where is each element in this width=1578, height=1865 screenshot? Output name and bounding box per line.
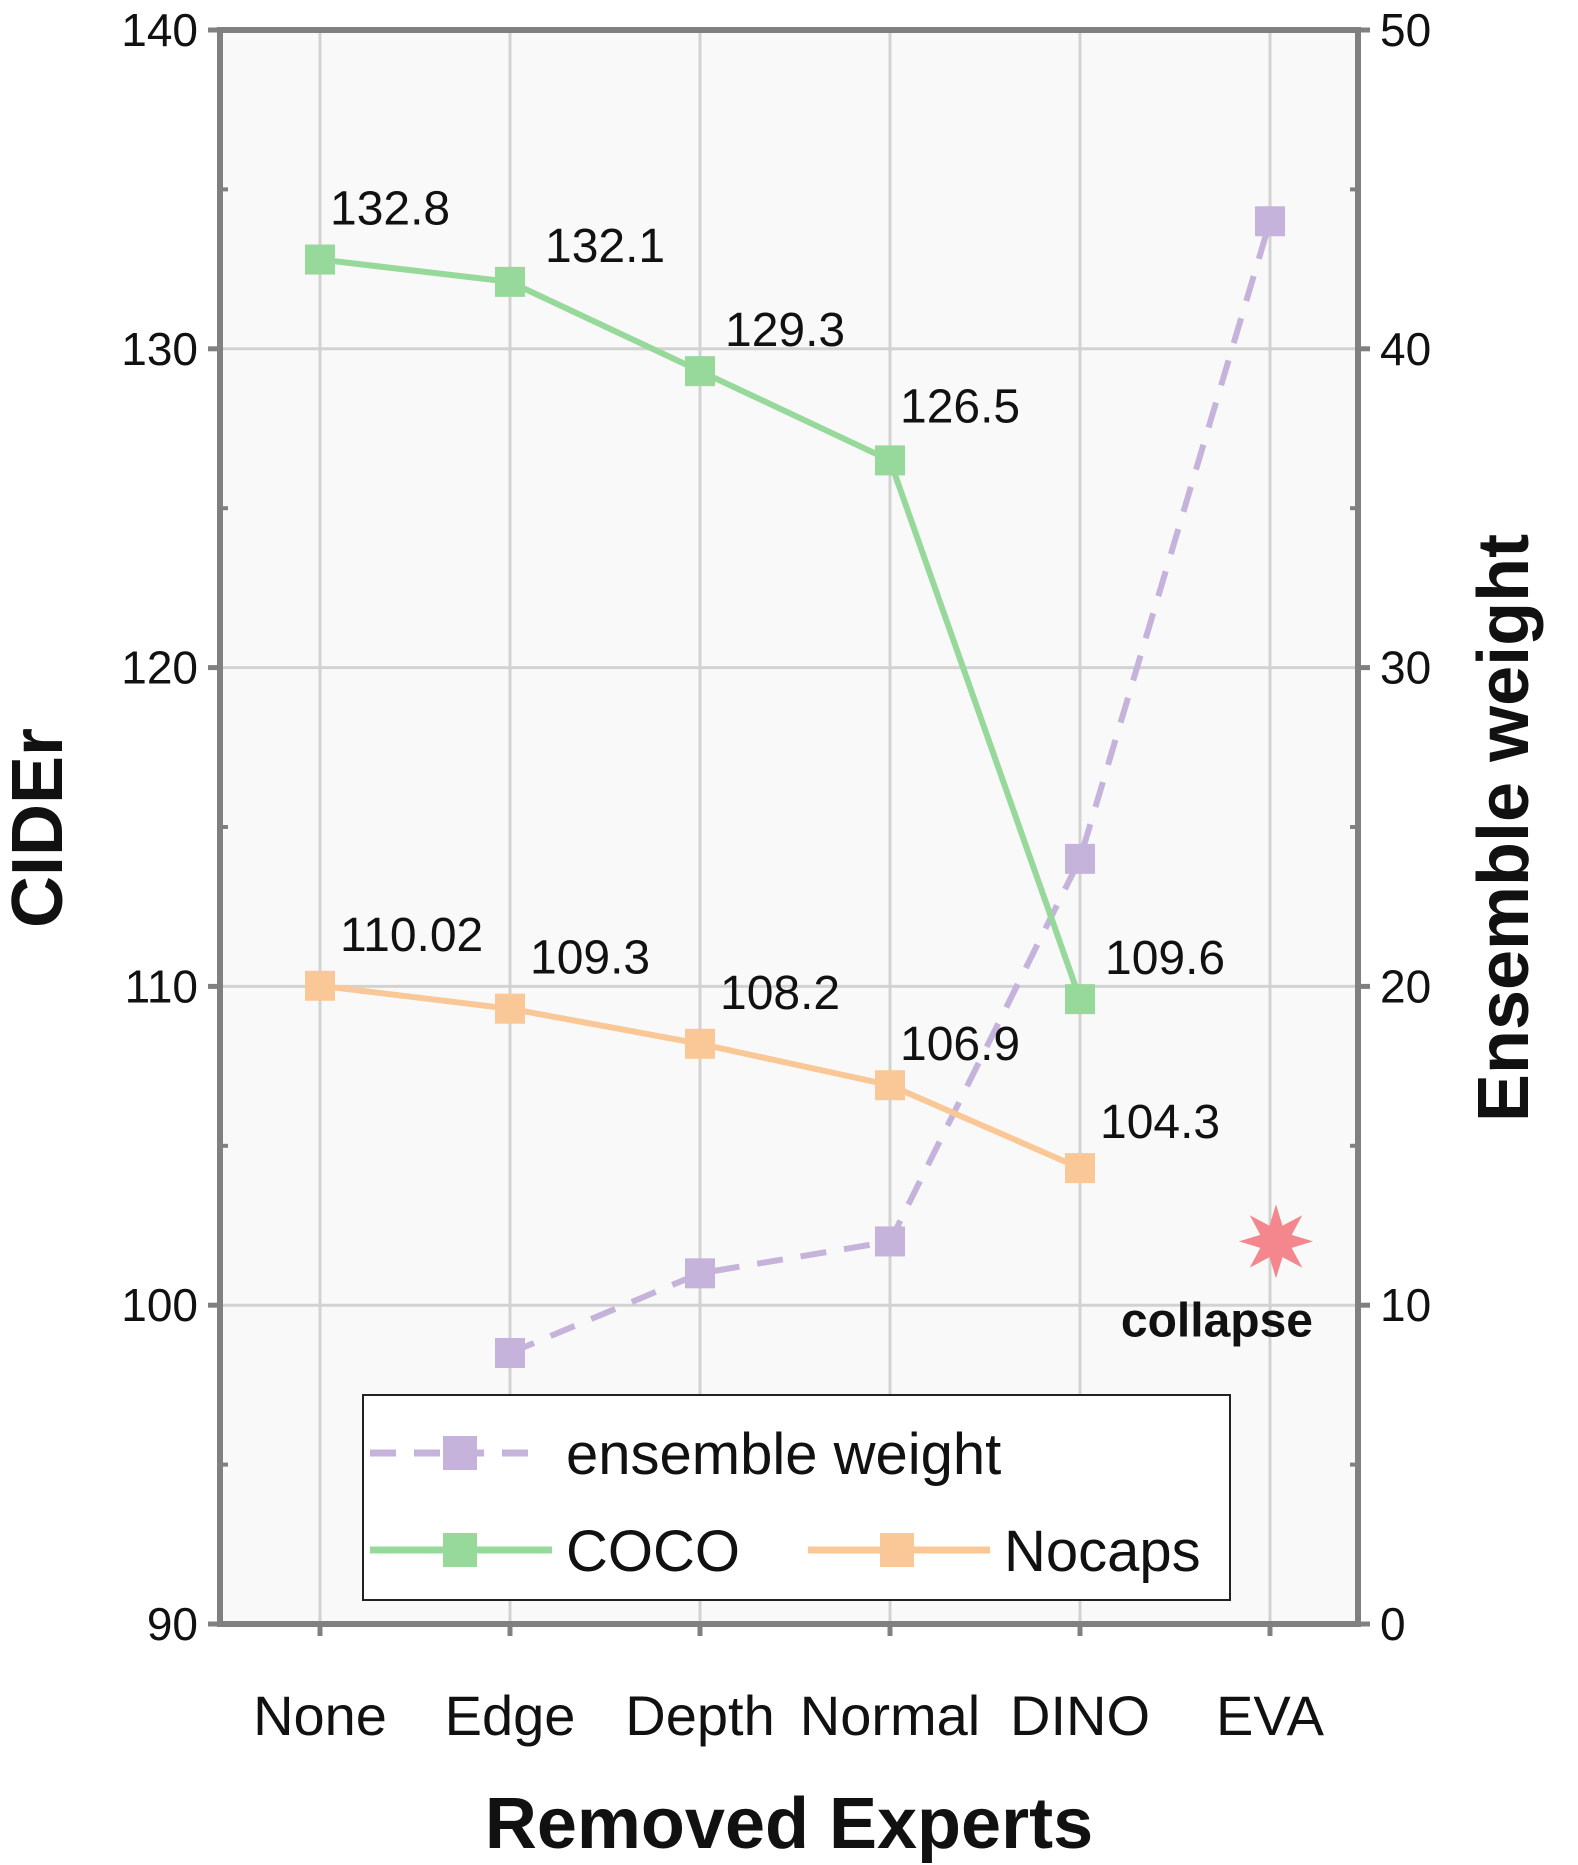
x-tick-label: None [253,1684,387,1747]
x-axis-title: Removed Experts [485,1784,1093,1864]
legend-label-nocaps: Nocaps [1004,1519,1201,1584]
y2-tick-label: 50 [1380,4,1431,56]
data-point-ensemble-weight [1065,843,1095,874]
y2-axis-title: Ensemble weight [1464,534,1544,1122]
y2-tick-label: 30 [1380,642,1431,694]
y-tick-label: 140 [121,4,198,56]
data-label-nocaps: 110.02 [340,909,483,962]
data-label-coco: 129.3 [725,304,845,357]
x-tick-label: Edge [445,1684,576,1747]
y-tick-labels: 90 100 110 120 130 140 [121,4,198,1650]
x-tick-label: EVA [1216,1684,1325,1747]
legend-label-coco: COCO [566,1519,740,1584]
plot-background [220,30,1358,1624]
data-label-nocaps: 104.3 [1100,1096,1220,1149]
data-point-ensemble-weight [1255,206,1285,237]
data-point-coco [305,244,335,275]
legend-marker-ensemble-weight [443,1436,477,1470]
data-point-coco [495,266,525,297]
y-tick-label: 120 [121,642,198,694]
data-point-coco [685,356,715,387]
data-point-ensemble-weight [685,1258,715,1289]
data-labels: 110.02 109.3 108.2 106.9 104.3 132.8 132.1 129.… [330,183,1225,1150]
data-point-nocaps [495,993,525,1024]
legend-label-ensemble-weight: ensemble weight [566,1422,1001,1487]
y2-tick-label: 40 [1380,323,1431,375]
data-label-nocaps: 109.3 [530,932,650,985]
collapse-star-icon [1239,1204,1313,1279]
x-tick-label: Normal [800,1684,980,1747]
collapse-label: collapse [1121,1294,1313,1347]
legend-box [362,1394,1231,1601]
collapse-annotation: collapse [1121,1204,1313,1347]
data-point-ensemble-weight [495,1338,525,1369]
data-label-coco: 109.6 [1105,932,1225,985]
data-point-nocaps [685,1028,715,1059]
data-label-coco: 132.8 [330,183,450,236]
y-axis-title: CIDEr [0,728,78,928]
data-point-nocaps [305,970,335,1001]
x-tick-label: Depth [625,1684,774,1747]
data-point-nocaps [875,1070,905,1101]
y2-tick-label: 20 [1380,960,1431,1012]
data-point-ensemble-weight [875,1226,905,1257]
y-tick-label: 100 [121,1279,198,1331]
legend-marker-coco [443,1533,477,1567]
data-label-coco: 132.1 [545,220,665,273]
y2-tick-label: 10 [1380,1279,1431,1331]
legend-marker-nocaps [880,1533,914,1567]
data-label-coco: 126.5 [900,380,1020,433]
series-layer [305,206,1285,1369]
plot-frame [217,27,1361,1627]
data-label-nocaps: 106.9 [900,1018,1020,1071]
y-tick-label: 110 [125,960,198,1012]
data-point-nocaps [1065,1153,1095,1184]
data-label-nocaps: 108.2 [720,967,840,1020]
legend: ensemble weight COCO Nocaps [362,1394,1231,1601]
x-tick-labels: None Edge Depth Normal DINO EVA [253,1684,1325,1747]
y2-tick-label: 0 [1380,1598,1406,1650]
y-tick-label: 130 [121,323,198,375]
grid [220,30,1358,1624]
y-tick-label: 90 [147,1598,198,1650]
data-point-coco [1065,984,1095,1015]
data-point-coco [875,445,905,476]
y2-tick-labels: 0 10 20 30 40 50 [1380,4,1431,1650]
x-tick-label: DINO [1010,1684,1150,1747]
